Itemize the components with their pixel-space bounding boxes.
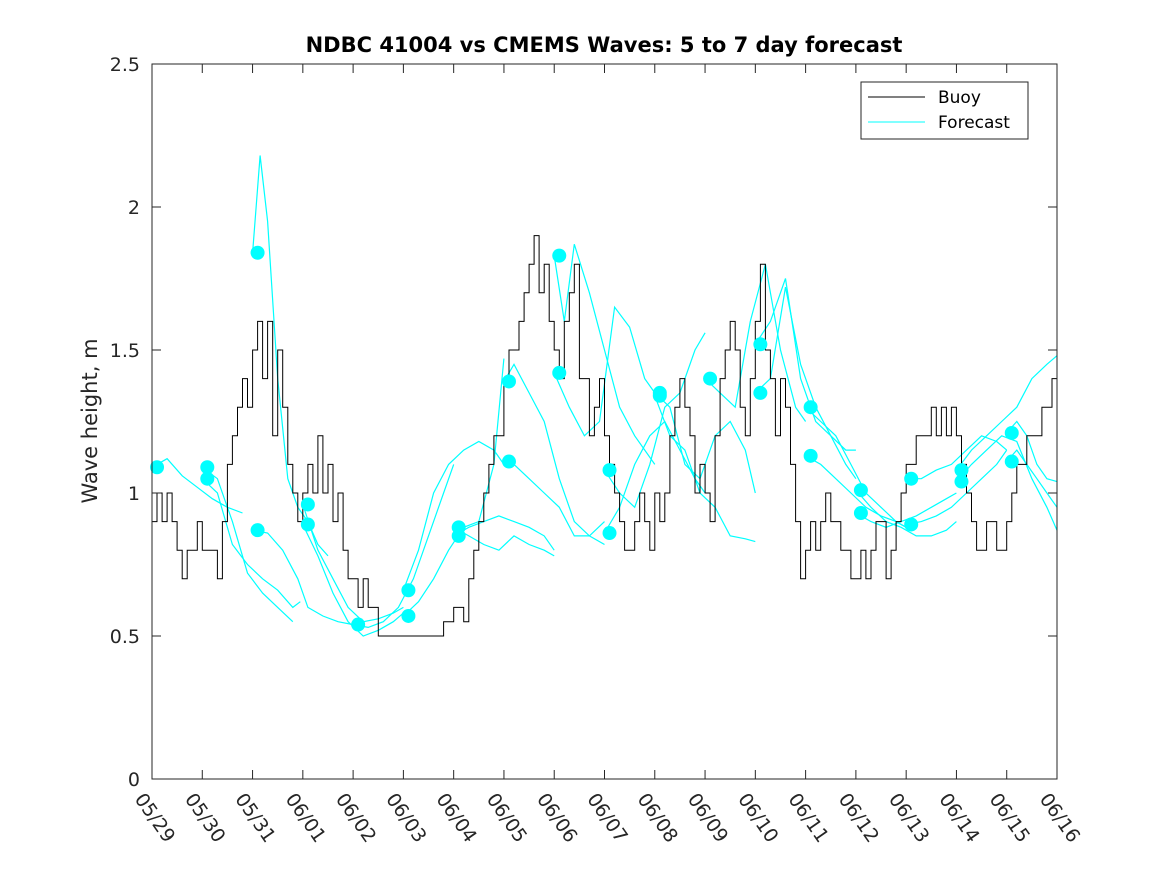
forecast-marker [501, 454, 516, 469]
forecast-line [603, 420, 706, 534]
forecast-marker [200, 460, 215, 475]
forecast-marker [853, 506, 868, 521]
y-tick-label: 1 [128, 483, 140, 505]
y-tick-label: 2 [128, 197, 140, 219]
legend-forecast-label: Forecast [938, 113, 1010, 133]
forecast-marker [954, 463, 969, 478]
forecast-marker [853, 483, 868, 498]
chart-title: NDBC 41004 vs CMEMS Waves: 5 to 7 day fo… [306, 33, 903, 57]
forecast-marker [200, 471, 215, 486]
legend: Buoy Forecast [860, 81, 1029, 140]
forecast-line [906, 449, 1008, 526]
forecast-marker [803, 448, 818, 463]
forecast-line [805, 455, 907, 528]
forecast-line [704, 264, 807, 422]
forecast-line [201, 478, 301, 609]
forecast-marker [753, 337, 768, 352]
forecast-line [654, 392, 756, 494]
forecast-line [252, 155, 329, 557]
forecast-marker [150, 460, 165, 475]
forecast-line [1006, 449, 1058, 508]
y-axis-label: Wave height, m [78, 338, 102, 503]
forecast-marker [451, 528, 466, 543]
forecast-line [252, 529, 354, 626]
y-axis: 0 0.5 1 1.5 2 2.5 [110, 54, 1057, 791]
forecast-line [955, 355, 1058, 471]
forecast-marker [954, 474, 969, 489]
forecast-marker [552, 365, 567, 380]
forecast-line [906, 435, 1008, 480]
forecast-marker [401, 608, 416, 623]
forecast-marker [351, 617, 366, 632]
legend-box [860, 81, 1029, 140]
forecast-marker [501, 374, 516, 389]
forecast-marker [300, 497, 315, 512]
forecast-marker [250, 245, 265, 260]
y-tick-label: 1.5 [110, 340, 140, 362]
forecast-line [1006, 420, 1058, 483]
forecast-marker [904, 517, 919, 532]
forecast-line [453, 515, 555, 551]
forecast-line [453, 526, 555, 557]
forecast-line [805, 406, 907, 528]
forecast-marker [703, 371, 718, 386]
forecast-line [503, 460, 605, 537]
legend-buoy-label: Buoy [938, 88, 981, 108]
forecast-line [754, 278, 856, 451]
forecast-line [553, 244, 656, 465]
y-tick-label: 0 [128, 769, 140, 791]
y-tick-label: 2.5 [110, 54, 140, 76]
y-tick-label: 0.5 [110, 626, 140, 648]
forecast-marker [652, 388, 667, 403]
forecast-line [855, 489, 957, 537]
forecast-line [402, 440, 505, 591]
forecast-line [553, 305, 656, 437]
forecast-line [603, 332, 706, 509]
forecast-marker [1004, 454, 1019, 469]
forecast-line [201, 466, 294, 623]
forecast-markers [150, 245, 1019, 632]
forecast-marker [300, 517, 315, 532]
forecast-marker [602, 526, 617, 541]
forecast-marker [753, 385, 768, 400]
forecast-marker [904, 471, 919, 486]
forecast-line [754, 286, 857, 480]
forecast-marker [552, 248, 567, 263]
forecast-marker [1004, 425, 1019, 440]
buoy-series [152, 235, 1058, 637]
forecast-marker [250, 523, 265, 538]
forecast-marker [602, 463, 617, 478]
forecast-line [654, 395, 756, 543]
forecast-marker [401, 583, 416, 598]
forecast-line [503, 363, 605, 546]
buoy-line [152, 235, 1058, 637]
forecast-marker [803, 400, 818, 415]
